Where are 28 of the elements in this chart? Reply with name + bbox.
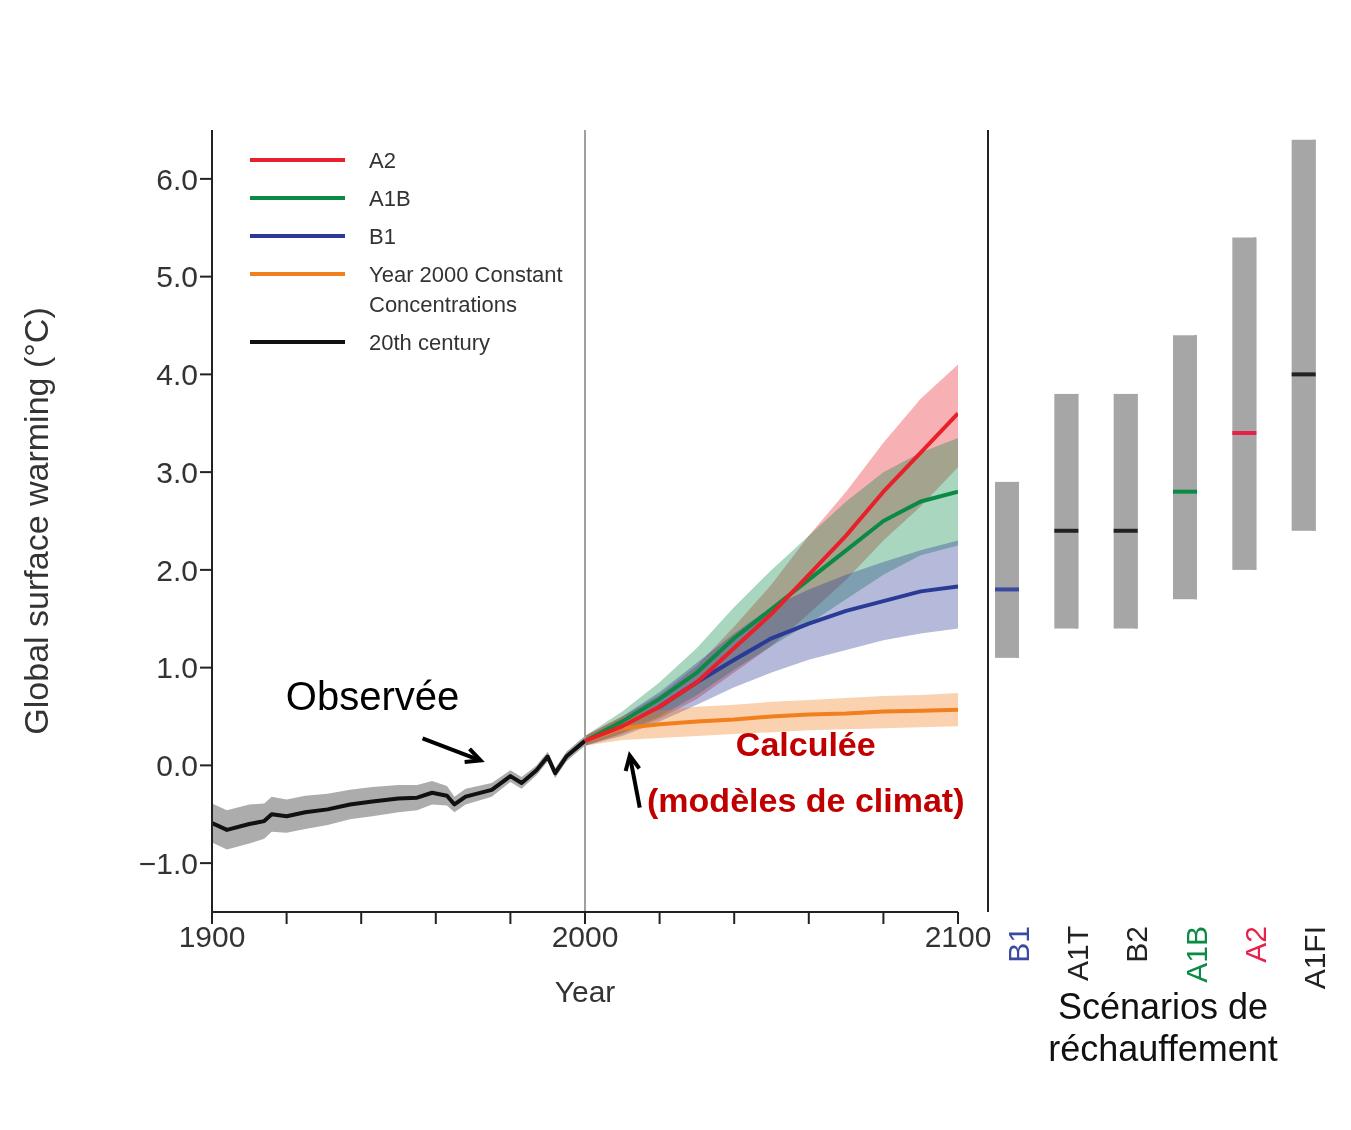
legend-label: A1B bbox=[369, 185, 412, 213]
legend-label: A2 bbox=[369, 147, 397, 175]
y-tick-label: 5.0 bbox=[156, 260, 198, 294]
y-tick-label: −1.0 bbox=[138, 846, 198, 880]
x-axis-title: Year bbox=[554, 975, 616, 1008]
y-tick-label: 4.0 bbox=[156, 358, 198, 392]
x-tick-label: A1FI bbox=[1298, 926, 1332, 990]
x-axis-title: Scénarios de réchauffement bbox=[1047, 986, 1279, 1070]
line-series bbox=[212, 738, 587, 832]
annotation: Calculée (modèles de climat) bbox=[647, 724, 965, 819]
x-tick-label: 2000 bbox=[551, 920, 619, 954]
x-tick-label: 2100 bbox=[924, 920, 992, 954]
legend-label: 20th century bbox=[369, 329, 492, 357]
y-axis-title: Global surface warming (°C) bbox=[17, 307, 56, 735]
y-tick-label: 1.0 bbox=[156, 651, 198, 685]
x-tick-label: A2 bbox=[1239, 926, 1272, 963]
y-tick-label: 2.0 bbox=[156, 553, 198, 587]
x-tick-label: 1900 bbox=[178, 920, 246, 954]
x-tick-label: B1 bbox=[1001, 926, 1035, 963]
x-tick-label: B2 bbox=[1120, 926, 1154, 963]
legend-label: Year 2000 Constant Concentrations bbox=[369, 261, 564, 319]
x-tick-label: A1B bbox=[1179, 926, 1213, 983]
y-tick-label: 3.0 bbox=[156, 455, 198, 489]
x-tick-label: A1T bbox=[1061, 926, 1094, 982]
annotation: Observée bbox=[285, 674, 460, 719]
y-tick-label: 6.0 bbox=[156, 162, 198, 196]
y-tick-label: 0.0 bbox=[156, 749, 198, 783]
legend-label: B1 bbox=[369, 223, 397, 251]
